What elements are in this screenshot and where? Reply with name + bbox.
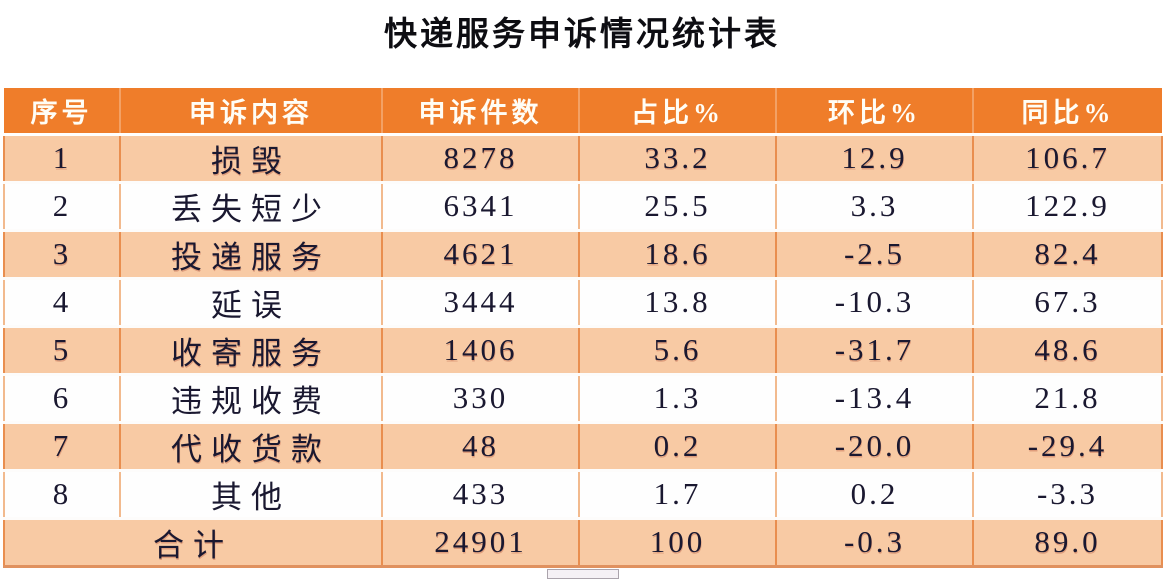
cell-count: 1406 xyxy=(381,324,580,376)
cell-no: 2 xyxy=(3,180,121,232)
cell-yoy: 122.9 xyxy=(972,180,1163,232)
cell-content: 代收货款 xyxy=(119,420,383,472)
table-row: 4 延误 3444 13.8 -10.3 67.3 xyxy=(3,276,1163,328)
table-row: 3 投递服务 4621 18.6 -2.5 82.4 xyxy=(3,228,1163,280)
cell-yoy: 48.6 xyxy=(972,324,1163,376)
cell-mom: -10.3 xyxy=(775,276,974,328)
cell-mom: 0.2 xyxy=(775,468,974,520)
table-row: 5 收寄服务 1406 5.6 -31.7 48.6 xyxy=(3,324,1163,376)
cell-share: 33.2 xyxy=(578,132,777,184)
column-header-content: 申诉内容 xyxy=(119,88,382,136)
cell-count: 4621 xyxy=(381,228,580,280)
cell-no: 4 xyxy=(3,276,121,328)
cell-yoy: 21.8 xyxy=(972,372,1163,424)
cell-count: 433 xyxy=(381,468,580,520)
cell-count: 8278 xyxy=(381,132,580,184)
column-header-share: 占比% xyxy=(578,88,776,136)
cell-share: 5.6 xyxy=(578,324,777,376)
cell-total-label: 合计 xyxy=(3,516,383,568)
column-header-yoy: 同比% xyxy=(972,88,1162,136)
cell-no: 6 xyxy=(3,372,121,424)
cell-share: 18.6 xyxy=(578,228,777,280)
cell-mom: -13.4 xyxy=(775,372,974,424)
cell-share: 1.3 xyxy=(578,372,777,424)
cell-count: 330 xyxy=(381,372,580,424)
cell-yoy: 67.3 xyxy=(972,276,1163,328)
cell-total-share: 100 xyxy=(578,516,777,568)
cell-content: 损毁 xyxy=(119,132,383,184)
table-total-row: 合计 24901 100 -0.3 89.0 xyxy=(3,516,1163,568)
cropped-scrollbar-fragment[interactable] xyxy=(547,569,619,579)
page-title: 快递服务申诉情况统计表 xyxy=(384,17,780,53)
cell-yoy: -29.4 xyxy=(972,420,1163,472)
column-header-count: 申诉件数 xyxy=(381,88,579,136)
cell-no: 3 xyxy=(3,228,121,280)
cell-mom: 12.9 xyxy=(775,132,974,184)
cell-share: 0.2 xyxy=(578,420,777,472)
table-row: 1 损毁 8278 33.2 12.9 106.7 xyxy=(3,132,1163,184)
table-row: 8 其他 433 1.7 0.2 -3.3 xyxy=(3,468,1163,520)
cell-mom: -2.5 xyxy=(775,228,974,280)
table-row: 7 代收货款 48 0.2 -20.0 -29.4 xyxy=(3,420,1163,472)
cell-content: 延误 xyxy=(119,276,383,328)
cell-share: 25.5 xyxy=(578,180,777,232)
cell-count: 3444 xyxy=(381,276,580,328)
cell-content: 投递服务 xyxy=(119,228,383,280)
cell-no: 1 xyxy=(3,132,121,184)
cell-yoy: 82.4 xyxy=(972,228,1163,280)
cell-yoy: 106.7 xyxy=(972,132,1163,184)
cell-mom: -31.7 xyxy=(775,324,974,376)
cell-yoy: -3.3 xyxy=(972,468,1163,520)
cell-share: 13.8 xyxy=(578,276,777,328)
cell-content: 其他 xyxy=(119,468,383,520)
cell-content: 收寄服务 xyxy=(119,324,383,376)
column-header-no: 序号 xyxy=(4,88,120,136)
table-row: 6 违规收费 330 1.3 -13.4 21.8 xyxy=(3,372,1163,424)
cell-no: 7 xyxy=(3,420,121,472)
cell-total-count: 24901 xyxy=(381,516,580,568)
complaints-table: 序号 申诉内容 申诉件数 占比% 环比% 同比% 1 损毁 8278 33.2 … xyxy=(3,88,1163,568)
cell-total-mom: -0.3 xyxy=(775,516,974,568)
table-row: 2 丢失短少 6341 25.5 3.3 122.9 xyxy=(3,180,1163,232)
cell-mom: 3.3 xyxy=(775,180,974,232)
cell-no: 5 xyxy=(3,324,121,376)
table-header-row: 序号 申诉内容 申诉件数 占比% 环比% 同比% xyxy=(4,88,1162,136)
cell-content: 违规收费 xyxy=(119,372,383,424)
cell-count: 6341 xyxy=(381,180,580,232)
column-header-mom: 环比% xyxy=(775,88,973,136)
cell-share: 1.7 xyxy=(578,468,777,520)
cell-no: 8 xyxy=(3,468,121,520)
cell-content: 丢失短少 xyxy=(119,180,383,232)
cell-total-yoy: 89.0 xyxy=(972,516,1163,568)
cell-mom: -20.0 xyxy=(775,420,974,472)
cell-count: 48 xyxy=(381,420,580,472)
